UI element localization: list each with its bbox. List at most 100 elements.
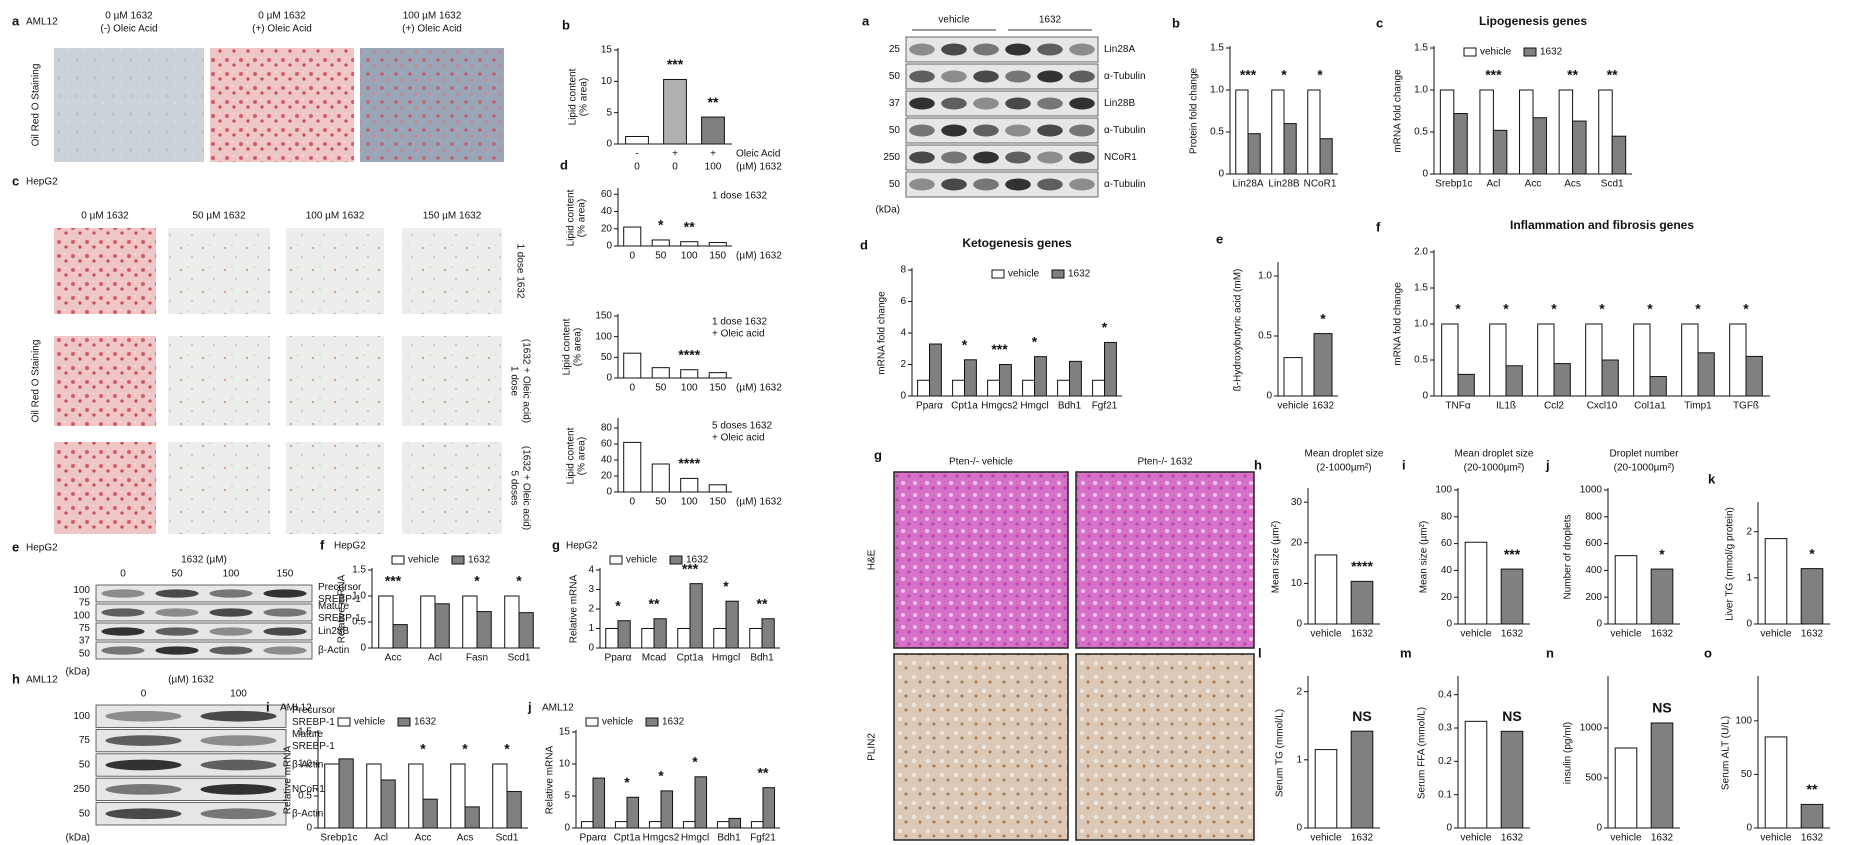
- y-tick-label: 0.2: [1438, 756, 1452, 767]
- y-label: (% area): [577, 437, 588, 475]
- bar: [1649, 376, 1667, 397]
- x-tick-label: 1632: [1651, 833, 1674, 844]
- y-tick-label: 3: [588, 584, 594, 595]
- column-label: 100 µM 1632: [403, 11, 462, 22]
- panel-letter: g: [552, 537, 560, 552]
- bar: [761, 618, 775, 649]
- blot-band: [101, 589, 145, 598]
- y-tick-label: 15: [601, 45, 613, 56]
- bar: [725, 600, 739, 649]
- blot-band: [101, 608, 145, 617]
- bar: [1314, 749, 1338, 829]
- blot-band: [155, 627, 199, 636]
- blot-band: [1069, 43, 1095, 56]
- bar: [1611, 135, 1627, 175]
- y-tick-label: 1.5: [352, 565, 366, 576]
- bar: [1532, 117, 1547, 175]
- significance: **: [684, 218, 695, 234]
- y-tick-label: 0: [1746, 823, 1752, 834]
- column-label: Pten-/- vehicle: [949, 457, 1013, 468]
- y-tick-label: 100: [1435, 485, 1452, 496]
- bar: [1500, 730, 1524, 829]
- row-label: H&E: [867, 549, 878, 570]
- x-tick-label: Acl: [1486, 179, 1500, 190]
- blot-band: [155, 608, 199, 617]
- significance: ***: [1485, 67, 1502, 83]
- bar: [680, 477, 699, 493]
- significance: ***: [667, 56, 684, 72]
- y-tick-label: 80: [1441, 511, 1453, 522]
- significance: *: [1647, 301, 1653, 317]
- blot-band: [209, 646, 253, 655]
- y-tick-label: 500: [1585, 773, 1602, 784]
- blot-header: 1632 (µM): [181, 555, 227, 566]
- y-label: mRNA fold change: [1393, 282, 1404, 366]
- panel-letter: e: [12, 539, 19, 554]
- significance: **: [1807, 781, 1818, 797]
- x-tick-label: 1632: [1351, 833, 1374, 844]
- micrograph: [168, 336, 270, 426]
- bar: [1350, 730, 1374, 829]
- bar: [648, 821, 662, 829]
- bar: [1800, 568, 1824, 625]
- y-tick-label: 0: [306, 823, 312, 834]
- significance: *: [615, 597, 621, 613]
- panel-letter: l: [1258, 645, 1262, 660]
- y-tick-label: 0.5: [1414, 355, 1428, 366]
- y-label: insulin (pg/ml): [1563, 722, 1574, 784]
- y-tick-label: 0: [588, 643, 594, 654]
- y-tick-label: 1.0: [1414, 85, 1428, 96]
- panel-letter: f: [1376, 219, 1381, 234]
- band-label: Lin28B: [1104, 98, 1135, 109]
- panel-letter: g: [874, 447, 882, 462]
- band-label: NCoR1: [292, 784, 325, 795]
- column-label: Pten-/- 1632: [1137, 457, 1192, 468]
- bar: [660, 790, 674, 829]
- bar: [1553, 363, 1571, 397]
- bar: [1519, 89, 1534, 175]
- band-label: β-Actin: [292, 808, 323, 819]
- blot-strip: [905, 36, 1099, 63]
- chart-title: Mean droplet size: [1305, 449, 1384, 460]
- significance: *: [516, 573, 522, 589]
- y-tick-label: 0: [1422, 169, 1428, 180]
- blot-band: [909, 43, 935, 56]
- x-tick-label: 1632: [1801, 629, 1824, 640]
- y-label: (% area): [579, 78, 590, 116]
- legend-swatch: [391, 555, 405, 565]
- blot-band: [1069, 178, 1095, 191]
- x-tick-label: Hmgcl: [681, 833, 709, 844]
- micrograph: [402, 336, 502, 426]
- x-tick-label: 0: [634, 162, 640, 173]
- blot-band: [101, 627, 145, 636]
- blot-band: [263, 627, 307, 636]
- kda-marker: 100: [73, 610, 90, 621]
- x-tick-label: 100: [681, 497, 698, 508]
- micrograph: [54, 228, 156, 314]
- bar: [1650, 722, 1674, 829]
- y-tick-label: 1.5: [1210, 43, 1224, 54]
- lane-label: 150: [277, 569, 294, 580]
- cell-line: AML12: [26, 675, 58, 686]
- x-tick-label: 100: [681, 383, 698, 394]
- y-tick-label: 0: [1596, 823, 1602, 834]
- significance: *: [658, 768, 664, 784]
- y-label: Liver TG (mmol/g protein): [1725, 507, 1736, 621]
- blot-band: [200, 710, 277, 722]
- bar: [1034, 356, 1047, 397]
- y-label: Number of droplets: [1563, 514, 1574, 599]
- y-tick-label: 0: [1596, 619, 1602, 630]
- bar: [651, 239, 670, 247]
- significance: *: [962, 336, 968, 352]
- x-tick-label: Acc: [415, 833, 432, 844]
- bar: [641, 628, 655, 649]
- bar: [1697, 352, 1715, 397]
- x-tick-label: vehicle: [1310, 833, 1342, 844]
- y-tick-label: 1.0: [1258, 271, 1272, 282]
- x-tick-label: vehicle: [1760, 833, 1792, 844]
- y-label: Serum TG (mmol/L): [1275, 709, 1286, 797]
- micrograph: [286, 336, 384, 426]
- micrograph: [54, 336, 156, 426]
- x-unit: (µM) 1632: [736, 497, 782, 508]
- x-tick-label: 0: [629, 383, 635, 394]
